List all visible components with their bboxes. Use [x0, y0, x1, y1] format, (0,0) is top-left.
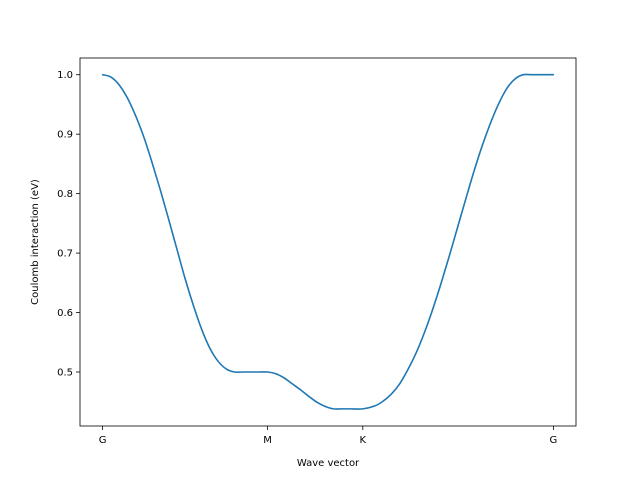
axes-frame [79, 57, 577, 427]
x-tick-label: G [99, 435, 107, 446]
series-line [101, 73, 555, 410]
x-tick-label: M [263, 435, 272, 446]
y-tick-label: 0.9 [57, 130, 73, 141]
y-tick-label: 1.0 [57, 70, 73, 81]
y-tick-label: 0.5 [57, 368, 73, 379]
y-tick-label: 0.7 [57, 249, 73, 260]
x-axis-label: Wave vector [297, 458, 360, 469]
x-tick-label: G [550, 435, 558, 446]
x-tick-label: K [360, 435, 367, 446]
y-tick-label: 0.8 [57, 189, 73, 200]
plot-area [101, 73, 555, 410]
y-tick-label: 0.6 [57, 308, 73, 319]
y-axis-label: Coulomb interaction (eV) [30, 179, 41, 305]
axis-ticks: G M K G 0.5 0.6 0.7 0.8 0.9 1.0 [57, 70, 557, 446]
